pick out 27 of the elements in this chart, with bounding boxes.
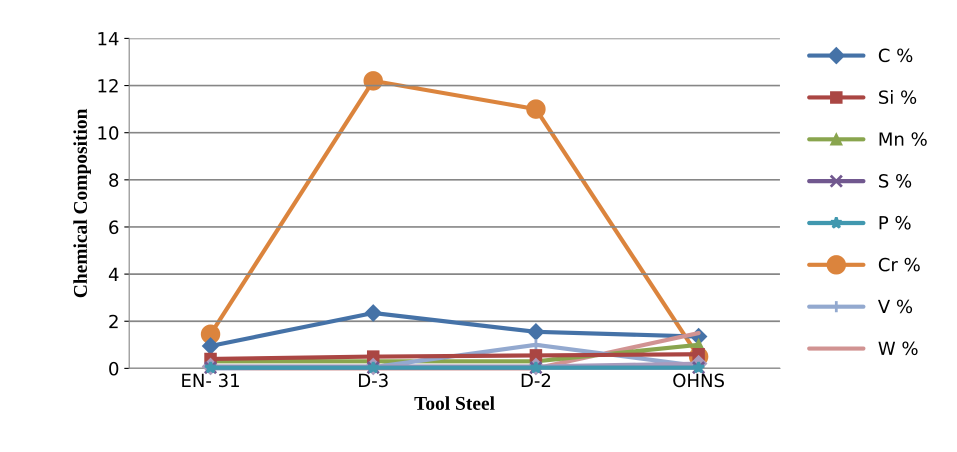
x-tick-label: EN- 31 bbox=[182, 374, 239, 388]
legend-label: S % bbox=[879, 174, 912, 188]
legend-label: P % bbox=[880, 216, 911, 230]
legend-label: C % bbox=[878, 48, 912, 62]
legend-label: Si % bbox=[879, 90, 916, 104]
point bbox=[527, 323, 544, 340]
legend-label: V % bbox=[878, 300, 912, 314]
legend-label: Cr % bbox=[878, 258, 920, 272]
y-tick-label: 4 bbox=[108, 268, 118, 281]
x-tick-label: OHNS bbox=[673, 374, 724, 388]
legend-label: Mn % bbox=[880, 132, 927, 146]
x-tick-label: D-2 bbox=[522, 374, 550, 387]
y-axis-title: Chemical Composition bbox=[73, 108, 91, 298]
y-tick-label: 12 bbox=[98, 79, 118, 92]
y-tick-label: 6 bbox=[109, 220, 118, 234]
point bbox=[526, 99, 546, 119]
y-tick-label: 2 bbox=[109, 314, 118, 328]
x-axis-title: Tool Steel bbox=[414, 396, 495, 410]
x-tick-label: D-3 bbox=[359, 374, 388, 388]
y-tick-label: 0 bbox=[109, 362, 118, 376]
legend-label: W % bbox=[878, 341, 918, 356]
point bbox=[202, 337, 220, 355]
y-tick-label: 10 bbox=[98, 126, 118, 140]
y-tick-label: 14 bbox=[98, 32, 118, 46]
point bbox=[530, 349, 542, 362]
y-tick-label: 8 bbox=[109, 173, 118, 187]
point bbox=[364, 304, 382, 322]
